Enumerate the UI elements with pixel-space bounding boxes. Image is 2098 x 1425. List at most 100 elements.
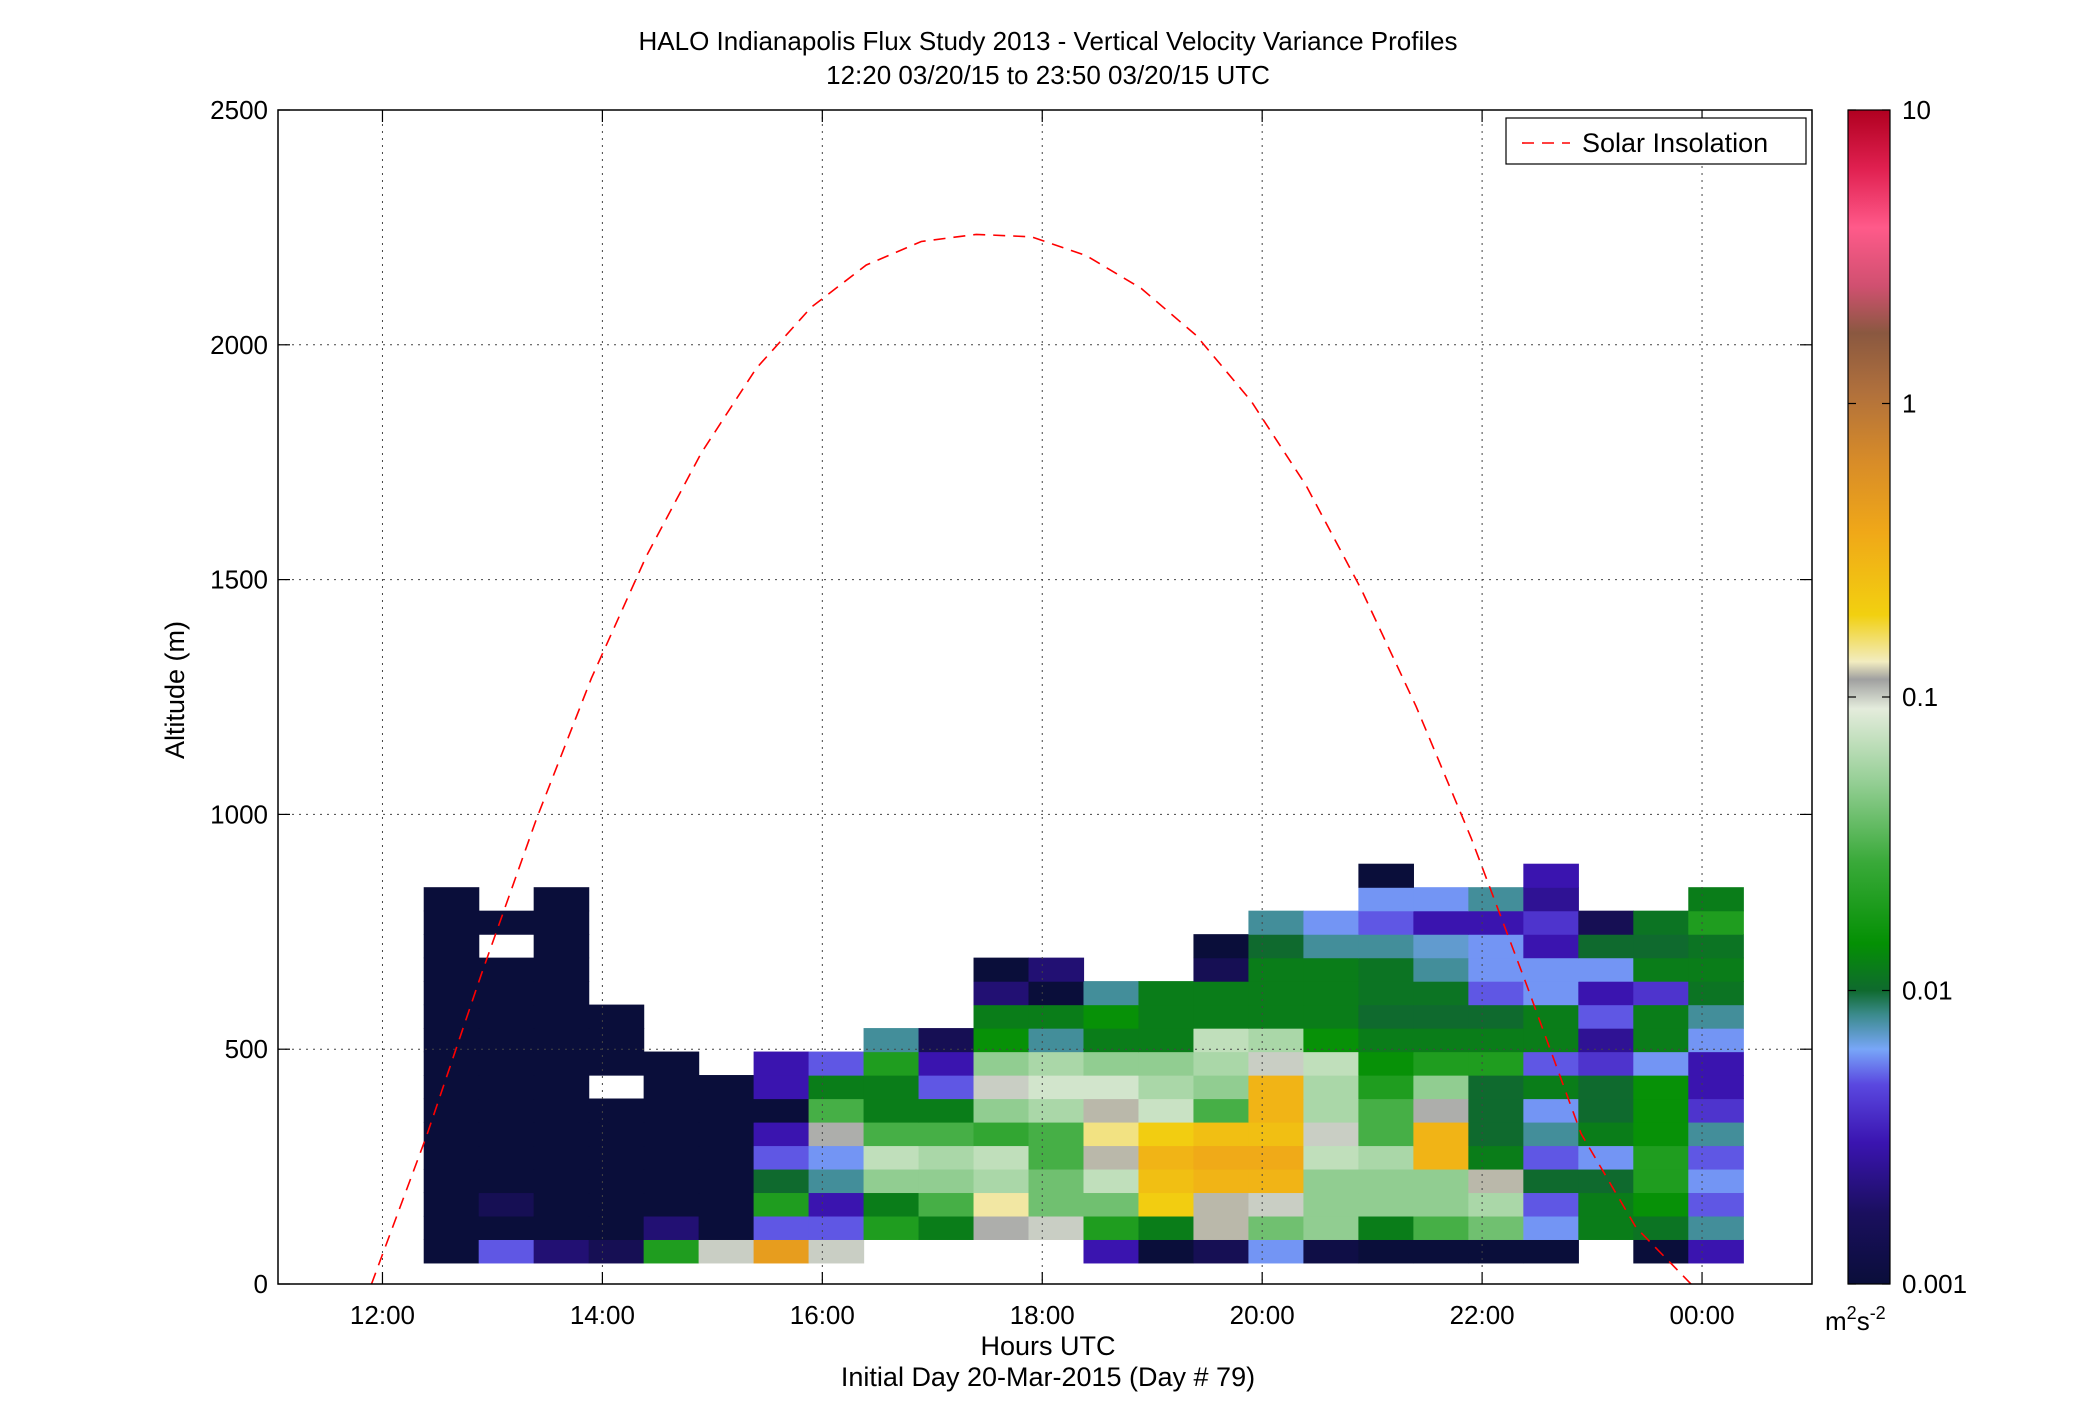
heatmap-cell (1413, 887, 1469, 912)
heatmap-cell (533, 1145, 590, 1170)
heatmap-cell (1578, 1004, 1634, 1029)
heatmap-cell (1303, 934, 1359, 959)
x-tick-label: 18:00 (1010, 1300, 1075, 1330)
heatmap-cell (1413, 1098, 1469, 1123)
heatmap-cell (1303, 910, 1359, 935)
heatmap-cell (643, 1239, 700, 1264)
heatmap-cell (1468, 1215, 1524, 1240)
heatmap-cell (1633, 1215, 1689, 1240)
heatmap-cell (1248, 957, 1305, 982)
heatmap-cell (863, 1075, 920, 1100)
heatmap-cell (973, 1192, 1030, 1217)
heatmap-cell (588, 1051, 645, 1076)
heatmap-cell (478, 981, 535, 1006)
x-tick-label: 20:00 (1230, 1300, 1295, 1330)
heatmap-cell (478, 910, 535, 935)
solar-insolation-line (370, 233, 1692, 1284)
heatmap-cell (1083, 1051, 1140, 1076)
heatmap-cell (1413, 934, 1469, 959)
heatmap-cell (698, 1215, 755, 1240)
heatmap-cell (478, 1215, 535, 1240)
heatmap-cell (1248, 910, 1305, 935)
heatmap-cell (973, 1004, 1030, 1029)
y-tick-label: 0 (254, 1269, 268, 1299)
heatmap-cell (973, 1145, 1030, 1170)
heatmap-cell (973, 1121, 1030, 1147)
heatmap-cell (1193, 1168, 1250, 1194)
heatmap-cell (1028, 1051, 1085, 1076)
y-axis-label: Altitude (m) (160, 621, 190, 759)
heatmap-cell (588, 1145, 645, 1170)
heatmap-cell (1523, 957, 1579, 982)
heatmap-cell (1578, 1192, 1634, 1217)
heatmap-cell (1413, 1168, 1469, 1194)
colorbar-ticks: 0.001 0.01 0.1 1 10 (1848, 95, 1967, 1299)
colorbar: 0.001 0.01 0.1 1 10 m2s-2 (1825, 95, 1967, 1336)
heatmap-cell (1248, 1051, 1305, 1076)
heatmap-cell (533, 1239, 590, 1264)
x-tick-label: 14:00 (570, 1300, 635, 1330)
heatmap-cell (698, 1239, 755, 1264)
heatmap-cell (1468, 1051, 1524, 1076)
heatmap-cell (1468, 981, 1524, 1006)
heatmap-cell (1248, 1098, 1305, 1123)
heatmap-cell (478, 1121, 535, 1147)
heatmap-cell (1578, 1028, 1634, 1053)
heatmap-cell (423, 1051, 480, 1076)
heatmap-cell (1688, 1121, 1744, 1147)
heatmap-cell (1248, 1004, 1305, 1029)
heatmap-cell (588, 1098, 645, 1123)
x-tick-label: 00:00 (1669, 1300, 1734, 1330)
heatmap-cell (1688, 1075, 1744, 1100)
heatmap-cell (753, 1215, 810, 1240)
heatmap-cell (973, 1075, 1030, 1100)
heatmap-cell (533, 1028, 590, 1053)
heatmap-cell (423, 957, 480, 982)
heatmap-cell (973, 1168, 1030, 1194)
heatmap-cell (1193, 957, 1250, 982)
heatmap-cell (918, 1028, 975, 1053)
heatmap-cell (808, 1098, 865, 1123)
y-tick-label: 1000 (210, 799, 268, 829)
heatmap-cell (478, 1168, 535, 1194)
heatmap-cell (1358, 1145, 1414, 1170)
heatmap-cell (1688, 1028, 1744, 1053)
heatmap-cell (643, 1098, 700, 1123)
heatmap-cell (1083, 981, 1140, 1006)
heatmap-cell (1468, 934, 1524, 959)
heatmap-cell (808, 1145, 865, 1170)
heatmap-cell (753, 1051, 810, 1076)
heatmap-cell (588, 1192, 645, 1217)
heatmap-cell (1248, 1192, 1305, 1217)
heatmap-cell (1303, 1028, 1359, 1053)
colorbar-units-exp2: -2 (1870, 1303, 1886, 1323)
plot-frame (277, 109, 1813, 1285)
heatmap-cell (1083, 1239, 1140, 1264)
heatmap-cell (1138, 1145, 1195, 1170)
heatmap-cell (533, 1098, 590, 1123)
heatmap-cell (423, 1098, 480, 1123)
heatmap-cell (1193, 981, 1250, 1006)
heatmap-cell (918, 1168, 975, 1194)
heatmap-cell (1468, 957, 1524, 982)
heatmap-cell (1633, 1004, 1689, 1029)
heatmap-cell (918, 1098, 975, 1123)
heatmap-cell (1248, 934, 1305, 959)
heatmap-cell (1358, 1215, 1414, 1240)
heatmap-cell (1468, 1098, 1524, 1123)
heatmap-cell (1303, 1168, 1359, 1194)
heatmap-cell (1028, 1121, 1085, 1147)
heatmap-cell (863, 1051, 920, 1076)
heatmap-cell (1578, 1145, 1634, 1170)
heatmap-cell (1633, 1051, 1689, 1076)
heatmap-cell (863, 1028, 920, 1053)
heatmap-cell (1138, 1075, 1195, 1100)
heatmap-cell (1468, 1028, 1524, 1053)
x-tick-label: 22:00 (1450, 1300, 1515, 1330)
heatmap-cell (1468, 1192, 1524, 1217)
heatmap-cell (1193, 934, 1250, 959)
heatmap-cell (1303, 1145, 1359, 1170)
heatmap-cell (1413, 981, 1469, 1006)
chart-title: HALO Indianapolis Flux Study 2013 - Vert… (639, 26, 1458, 56)
x-axis-label: Hours UTC (980, 1331, 1115, 1361)
